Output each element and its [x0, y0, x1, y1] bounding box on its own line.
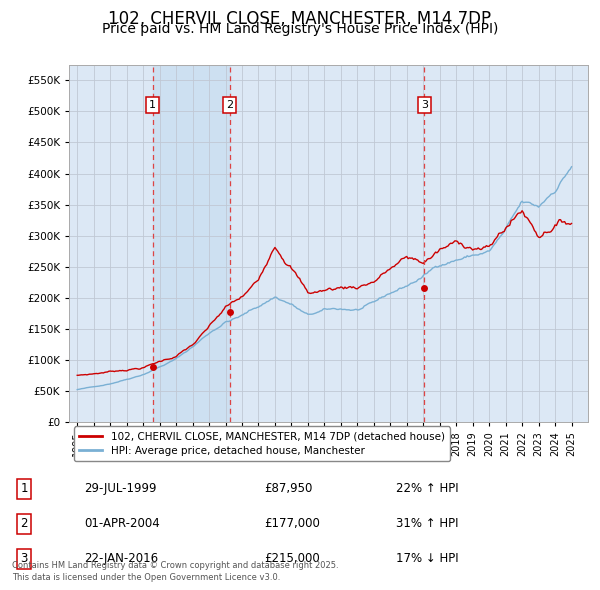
Text: 1: 1	[149, 100, 156, 110]
Bar	[152, 65, 230, 422]
Text: 102, CHERVIL CLOSE, MANCHESTER, M14 7DP: 102, CHERVIL CLOSE, MANCHESTER, M14 7DP	[109, 10, 491, 28]
Text: 17% ↓ HPI: 17% ↓ HPI	[396, 552, 458, 565]
Text: 22-JAN-2016: 22-JAN-2016	[84, 552, 158, 565]
Text: Contains HM Land Registry data © Crown copyright and database right 2025.
This d: Contains HM Land Registry data © Crown c…	[12, 561, 338, 582]
Legend: 102, CHERVIL CLOSE, MANCHESTER, M14 7DP (detached house), HPI: Average price, de: 102, CHERVIL CLOSE, MANCHESTER, M14 7DP …	[74, 427, 450, 461]
Text: £215,000: £215,000	[264, 552, 320, 565]
Text: 1: 1	[20, 482, 28, 495]
Text: 3: 3	[20, 552, 28, 565]
Text: 01-APR-2004: 01-APR-2004	[84, 517, 160, 530]
Text: 31% ↑ HPI: 31% ↑ HPI	[396, 517, 458, 530]
Text: 2: 2	[20, 517, 28, 530]
Text: 22% ↑ HPI: 22% ↑ HPI	[396, 482, 458, 495]
Text: 29-JUL-1999: 29-JUL-1999	[84, 482, 157, 495]
Text: Price paid vs. HM Land Registry's House Price Index (HPI): Price paid vs. HM Land Registry's House …	[102, 22, 498, 37]
Text: £177,000: £177,000	[264, 517, 320, 530]
Text: 2: 2	[226, 100, 233, 110]
Text: £87,950: £87,950	[264, 482, 313, 495]
Text: 3: 3	[421, 100, 428, 110]
